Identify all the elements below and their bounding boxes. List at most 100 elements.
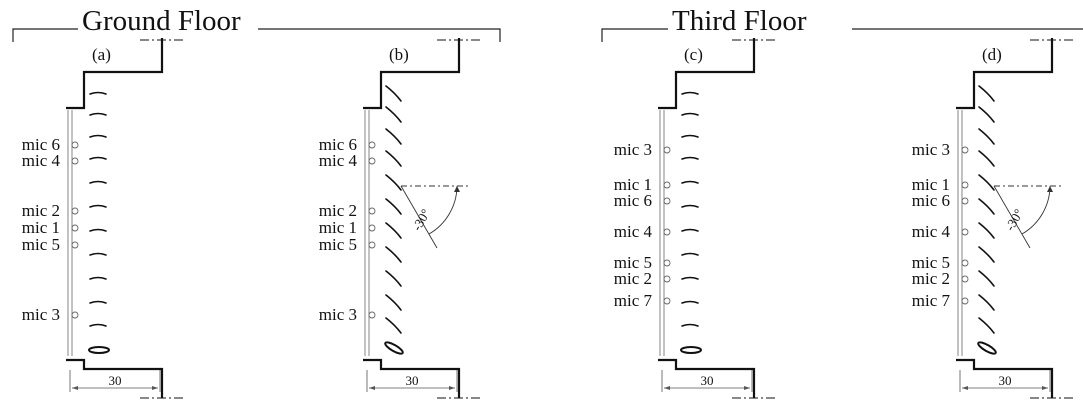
- louver-blade-bottom: [88, 346, 110, 354]
- angle-label: -30°: [1002, 206, 1026, 233]
- louver-blade: [385, 85, 402, 102]
- louver-blade: [978, 85, 995, 102]
- louver-blade: [385, 150, 402, 167]
- angle-incline-line: [993, 185, 1031, 249]
- louver-blade: [89, 276, 107, 280]
- mic-label: mic 5: [912, 253, 950, 272]
- mic-label: mic 6: [319, 135, 357, 154]
- louver-blade: [385, 106, 402, 123]
- mic-marker: [961, 259, 969, 267]
- mic-label: mic 3: [319, 305, 357, 324]
- mic-label: mic 4: [614, 222, 653, 241]
- header-rule-left: [12, 28, 78, 42]
- mic-marker: [368, 207, 376, 215]
- louver-blade: [681, 156, 699, 160]
- louver-blade: [978, 270, 995, 287]
- louver-blade: [385, 246, 402, 263]
- third-floor-title: Third Floor: [672, 5, 807, 37]
- louver-blade: [681, 228, 699, 232]
- dimension-label: 30: [109, 373, 122, 388]
- mic-marker: [71, 311, 79, 319]
- mic-label: mic 1: [319, 218, 357, 237]
- louver-blade: [89, 323, 107, 327]
- mic-label: mic 3: [912, 140, 950, 159]
- dimension-label: 30: [406, 373, 419, 388]
- panel-label: (d): [982, 45, 1002, 64]
- mic-marker: [961, 181, 969, 189]
- angle-incline-line: [400, 185, 438, 249]
- mic-label: mic 3: [22, 305, 60, 324]
- ground-floor-header: Ground Floor: [12, 5, 501, 42]
- louver-blade: [89, 91, 107, 95]
- mic-marker: [71, 207, 79, 215]
- mic-label: mic 2: [912, 269, 950, 288]
- dimension-arrow: [369, 386, 375, 390]
- louver-blade: [978, 246, 995, 263]
- louver-blade: [978, 150, 995, 167]
- louver-blade: [89, 204, 107, 208]
- mic-marker: [368, 141, 376, 149]
- dimension-arrow: [152, 386, 158, 390]
- mic-label: mic 6: [912, 191, 950, 210]
- louver-blade: [385, 317, 402, 334]
- louver-blade: [89, 300, 107, 304]
- panel-label: (c): [684, 45, 703, 64]
- dimension-arrow: [744, 386, 750, 390]
- louver-blade: [89, 156, 107, 160]
- mic-label: mic 5: [22, 235, 60, 254]
- louver-blade: [89, 252, 107, 256]
- louver-blade-bottom: [680, 346, 702, 354]
- louver-blade: [89, 228, 107, 232]
- mic-marker: [961, 197, 969, 205]
- mic-label: mic 6: [614, 191, 652, 210]
- dimension-arrow: [1042, 386, 1048, 390]
- louver-blade: [978, 222, 995, 239]
- mic-label: mic 5: [614, 253, 652, 272]
- louver-blade: [681, 180, 699, 184]
- louver-blade: [681, 252, 699, 256]
- mic-marker: [663, 228, 671, 236]
- mic-label: mic 7: [912, 291, 951, 310]
- dimension-label: 30: [999, 373, 1012, 388]
- louver-blade: [89, 134, 107, 138]
- mic-marker: [961, 228, 969, 236]
- header-rule-left: [601, 28, 668, 42]
- louver-blade-bottom: [977, 341, 997, 355]
- louver-blade: [681, 91, 699, 95]
- louver-blade: [89, 180, 107, 184]
- dimension-arrow: [664, 386, 670, 390]
- louver-blade: [681, 204, 699, 208]
- third-floor-header: Third Floor: [601, 5, 1083, 42]
- dimension-arrow: [962, 386, 968, 390]
- louver-blade: [681, 323, 699, 327]
- louver-blade: [978, 317, 995, 334]
- wall-outline-top: [956, 38, 1054, 110]
- mic-marker: [961, 146, 969, 154]
- louver-blade: [89, 112, 107, 116]
- angle-arc-arrow: [454, 186, 460, 192]
- wall-outline-bottom: [956, 358, 1054, 398]
- panel-label: (a): [92, 45, 111, 64]
- mic-label: mic 7: [614, 291, 653, 310]
- louver-blade: [978, 294, 995, 311]
- mic-label: mic 6: [22, 135, 60, 154]
- angle-label: -30°: [409, 206, 433, 233]
- angle-arc: [1021, 185, 1051, 235]
- mic-label: mic 4: [22, 151, 61, 170]
- dimension-arrow: [449, 386, 455, 390]
- mic-marker: [663, 146, 671, 154]
- mic-marker: [368, 157, 376, 165]
- wall-outline-top: [363, 38, 461, 110]
- louver-blade: [681, 276, 699, 280]
- mic-marker: [71, 157, 79, 165]
- louver-blade: [978, 174, 995, 191]
- mic-marker: [961, 297, 969, 305]
- mic-marker: [663, 259, 671, 267]
- mic-marker: [368, 311, 376, 319]
- louver-blade: [978, 198, 995, 215]
- angle-arc: [428, 185, 458, 235]
